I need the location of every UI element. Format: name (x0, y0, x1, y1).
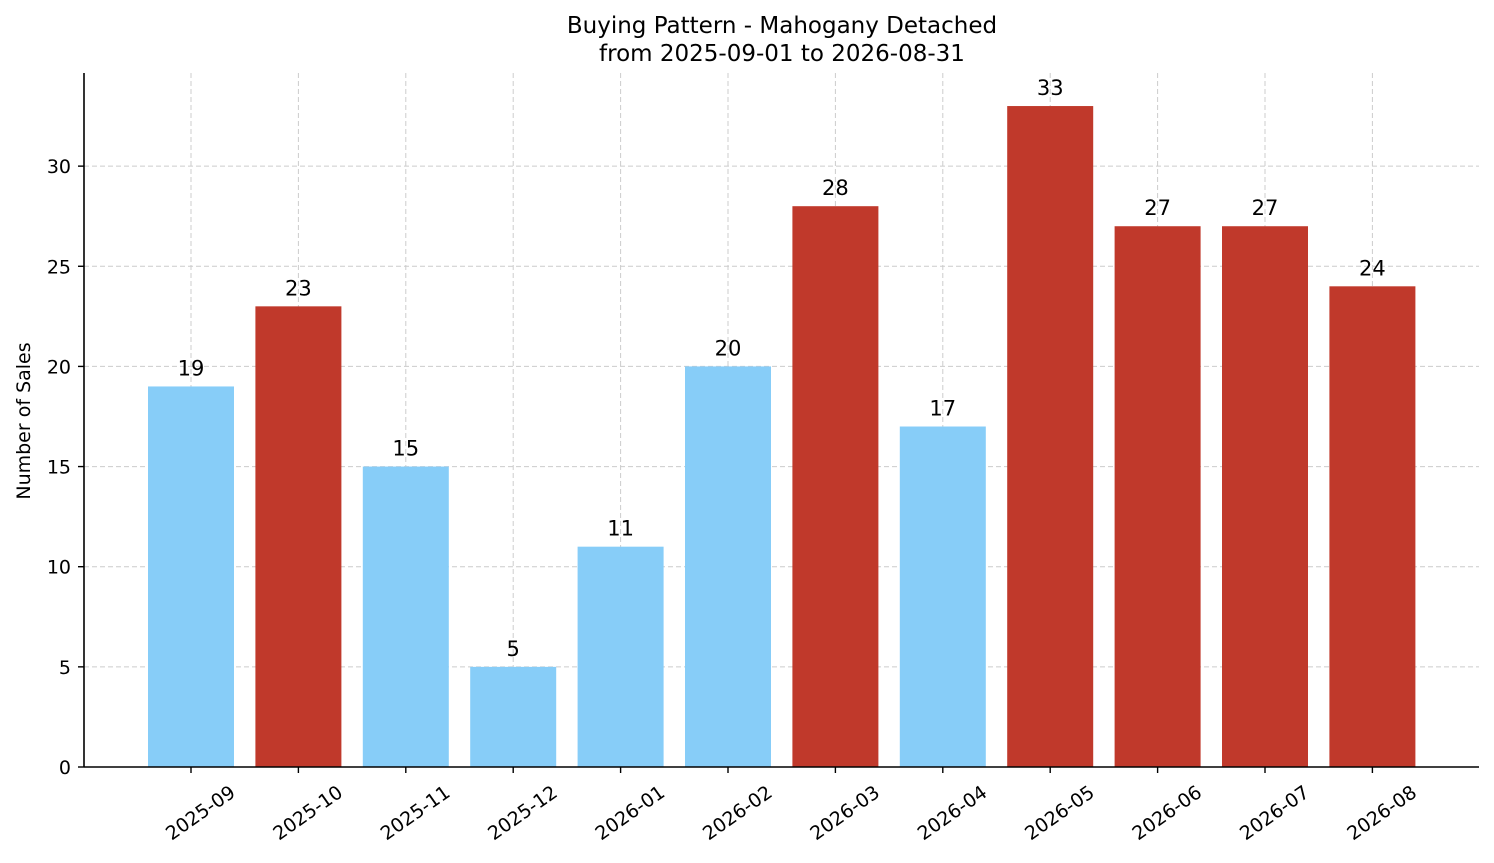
x-tick-label-2026-08: 2026-08 (1343, 781, 1421, 845)
y-tick-label-4: 20 (47, 356, 71, 378)
value-label-2025-11: 15 (392, 437, 419, 461)
value-label-2026-06: 27 (1144, 196, 1171, 220)
y-tick-label-6: 30 (47, 156, 71, 178)
value-label-2026-02: 20 (715, 336, 742, 360)
value-label-2025-09: 19 (178, 356, 205, 380)
value-label-2025-12: 5 (507, 637, 520, 661)
bar-2026-07 (1222, 226, 1308, 768)
x-ticks: 2025-09 2025-10 2025-11 2025-12 2026-01 2026-… (162, 767, 1421, 845)
value-label-2026-04: 17 (929, 397, 956, 421)
x-tick-label-2025-09: 2025-09 (162, 781, 240, 845)
chart-title-group: Buying Pattern - Mahogany Detached from … (567, 13, 997, 67)
x-tick-label-2026-04: 2026-04 (914, 781, 992, 845)
x-tick-label-2026-07: 2026-07 (1236, 781, 1314, 845)
bar-2026-04 (899, 426, 986, 767)
x-tick-label-2026-02: 2026-02 (699, 781, 777, 845)
chart-title: Buying Pattern - Mahogany Detached (567, 13, 997, 39)
bars (148, 106, 1416, 768)
bar-2026-03 (792, 206, 879, 768)
value-label-2026-07: 27 (1252, 196, 1279, 220)
x-tick-label-2026-06: 2026-06 (1128, 781, 1206, 845)
bar-2025-12 (470, 666, 557, 767)
bar-2026-02 (685, 366, 771, 767)
bar-2026-01 (577, 546, 664, 767)
bar-2026-05 (1007, 106, 1094, 768)
x-tick-label-2026-05: 2026-05 (1021, 781, 1099, 845)
y-tick-label-3: 15 (47, 457, 71, 479)
chart-subtitle: from 2025-09-01 to 2026-08-31 (599, 41, 965, 67)
y-axis-label: Number of Sales (13, 342, 35, 499)
y-ticks: 0 5 10 15 20 25 30 (47, 156, 84, 779)
x-tick-label-2025-10: 2025-10 (269, 781, 347, 845)
bar-2025-11 (362, 466, 449, 767)
y-tick-label-2: 10 (47, 557, 71, 579)
value-label-2026-05: 33 (1037, 76, 1064, 100)
value-labels: 19 23 15 5 11 20 28 17 33 27 27 24 (178, 76, 1386, 661)
x-tick-label-2026-01: 2026-01 (591, 781, 669, 845)
value-label-2025-10: 23 (285, 276, 312, 300)
y-tick-label-1: 5 (59, 657, 71, 679)
axes (83, 73, 1479, 768)
value-label-2026-03: 28 (822, 176, 849, 200)
x-tick-label-2025-12: 2025-12 (484, 781, 562, 845)
x-tick-label-2026-03: 2026-03 (806, 781, 884, 845)
value-label-2026-08: 24 (1359, 256, 1386, 280)
x-tick-label-2025-11: 2025-11 (377, 781, 455, 845)
value-label-2026-01: 11 (607, 517, 634, 541)
bar-2026-08 (1329, 286, 1416, 767)
bar-2025-09 (148, 386, 234, 767)
bar-2025-10 (255, 306, 342, 767)
bar-2026-06 (1114, 226, 1201, 768)
y-tick-label-5: 25 (47, 256, 71, 278)
y-tick-label-0: 0 (59, 757, 71, 779)
